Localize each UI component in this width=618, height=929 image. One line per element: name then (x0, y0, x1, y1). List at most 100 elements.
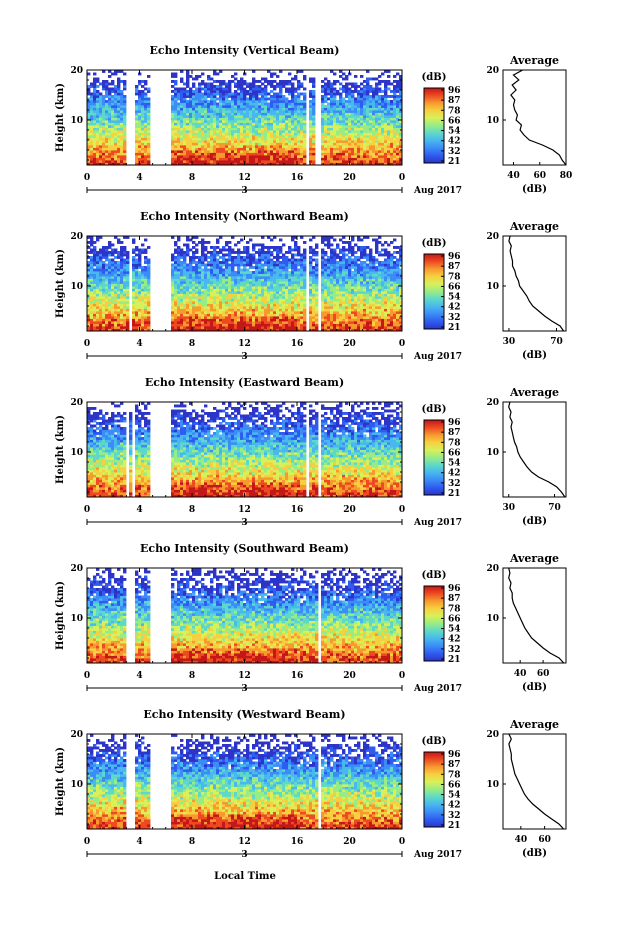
colorbar-tick-label: 66 (448, 116, 461, 126)
panel-4: Echo Intensity (Southward Beam) 10 20 Heigh… (55, 542, 567, 694)
profile-x-label: (dB) (522, 848, 547, 859)
profile-x-tick-label: 40 (507, 171, 520, 181)
colorbar-tick-label: 32 (448, 811, 461, 821)
y-tick-label: 20 (70, 564, 83, 574)
date-label: Aug 2017 (413, 186, 462, 196)
profile-x-label: (dB) (522, 516, 547, 527)
x-tick-label: 4 (136, 837, 142, 847)
x-tick-label: 0 (399, 173, 405, 183)
profile-y-tick-label: 10 (486, 282, 499, 292)
y-axis-label: Height (km) (55, 249, 66, 318)
day-label: 3 (241, 186, 247, 196)
profile-x-tick-label: 80 (560, 171, 573, 181)
x-tick-label: 12 (238, 671, 251, 681)
profile-y-tick-label: 20 (486, 398, 499, 408)
colorbar-tick-label: 96 (448, 418, 461, 428)
x-tick-label: 16 (291, 339, 304, 349)
day-label: 3 (241, 850, 247, 860)
x-tick-label: 16 (291, 505, 304, 515)
x-tick-label: 0 (84, 505, 90, 515)
colorbar (423, 87, 445, 164)
profile-x-label: (dB) (522, 350, 547, 361)
panel-1: Echo Intensity (Vertical Beam) 10 20 Height… (55, 44, 572, 196)
colorbar-tick-label: 54 (448, 293, 461, 303)
x-tick-label: 0 (399, 671, 405, 681)
colorbar-label: (dB) (422, 404, 447, 415)
colorbar-label: (dB) (422, 736, 447, 747)
x-tick-label: 0 (399, 837, 405, 847)
x-tick-label: 20 (343, 837, 356, 847)
y-tick-label: 20 (70, 232, 83, 242)
colorbar-tick-label: 42 (448, 801, 461, 811)
x-tick-label: 0 (84, 173, 90, 183)
panel-2: Echo Intensity (Northward Beam) 10 20 Heigh… (55, 210, 567, 362)
x-tick-label: 4 (136, 339, 142, 349)
profile-x-tick-label: 60 (538, 835, 551, 845)
colorbar-label: (dB) (422, 238, 447, 249)
colorbar-tick-label: 87 (448, 262, 461, 272)
day-label: 3 (241, 518, 247, 528)
profile-y-tick-label: 20 (486, 730, 499, 740)
profile-frame (502, 69, 567, 166)
colorbar (423, 585, 445, 662)
colorbar-tick-label: 78 (448, 106, 461, 116)
day-label: 3 (241, 352, 247, 362)
y-axis-label: Height (km) (55, 83, 66, 152)
heatmap-cells (87, 236, 403, 332)
profile-x-tick-label: 30 (502, 503, 515, 513)
colorbar-tick-label: 54 (448, 791, 461, 801)
colorbar-tick-label: 54 (448, 127, 461, 137)
colorbar-label: (dB) (422, 72, 447, 83)
heatmap-cells (87, 402, 403, 498)
panel-title: Echo Intensity (Northward Beam) (140, 210, 349, 223)
colorbar-tick-label: 96 (448, 86, 461, 96)
colorbar-tick-label: 78 (448, 770, 461, 780)
profile-frame (502, 401, 567, 498)
colorbar-tick-label: 96 (448, 252, 461, 262)
y-axis-label: Height (km) (55, 747, 66, 816)
colorbar-tick-label: 42 (448, 303, 461, 313)
date-label: Aug 2017 (413, 684, 462, 694)
day-label: 3 (241, 684, 247, 694)
colorbar-tick-label: 66 (448, 448, 461, 458)
panel-title: Echo Intensity (Vertical Beam) (149, 44, 339, 57)
x-tick-label: 12 (238, 505, 251, 515)
colorbar-tick-label: 32 (448, 147, 461, 157)
profile-y-tick-label: 10 (486, 116, 499, 126)
x-tick-label: 20 (343, 173, 356, 183)
x-tick-label: 12 (238, 339, 251, 349)
y-tick-label: 10 (70, 116, 83, 126)
colorbar-tick-label: 54 (448, 625, 461, 635)
colorbar-tick-label: 32 (448, 479, 461, 489)
x-tick-label: 20 (343, 339, 356, 349)
profile-x-tick-label: 30 (503, 337, 516, 347)
panel-title: Echo Intensity (Eastward Beam) (145, 376, 344, 389)
colorbar-tick-label: 42 (448, 469, 461, 479)
y-axis-label: Height (km) (55, 415, 66, 484)
colorbar-tick-label: 42 (448, 137, 461, 147)
date-label: Aug 2017 (413, 352, 462, 362)
colorbar-tick-label: 66 (448, 780, 461, 790)
x-tick-label: 8 (189, 339, 195, 349)
y-tick-label: 20 (70, 66, 83, 76)
colorbar (423, 751, 445, 828)
profile-line (510, 69, 567, 166)
profile-y-tick-label: 10 (486, 780, 499, 790)
x-tick-label: 0 (84, 837, 90, 847)
x-tick-label: 4 (136, 505, 142, 515)
x-tick-label: 20 (343, 671, 356, 681)
profile-y-tick-label: 10 (486, 448, 499, 458)
profile-title: Average (509, 386, 559, 399)
x-tick-label: 0 (84, 671, 90, 681)
profile-line (508, 401, 566, 498)
date-label: Aug 2017 (413, 518, 462, 528)
x-tick-label: 16 (291, 671, 304, 681)
x-tick-label: 4 (136, 173, 142, 183)
panel-title: Echo Intensity (Southward Beam) (140, 542, 349, 555)
colorbar-tick-label: 21 (448, 821, 461, 831)
profile-y-tick-label: 10 (486, 614, 499, 624)
y-tick-label: 20 (70, 730, 83, 740)
x-tick-label: 8 (189, 505, 195, 515)
colorbar-tick-label: 87 (448, 594, 461, 604)
